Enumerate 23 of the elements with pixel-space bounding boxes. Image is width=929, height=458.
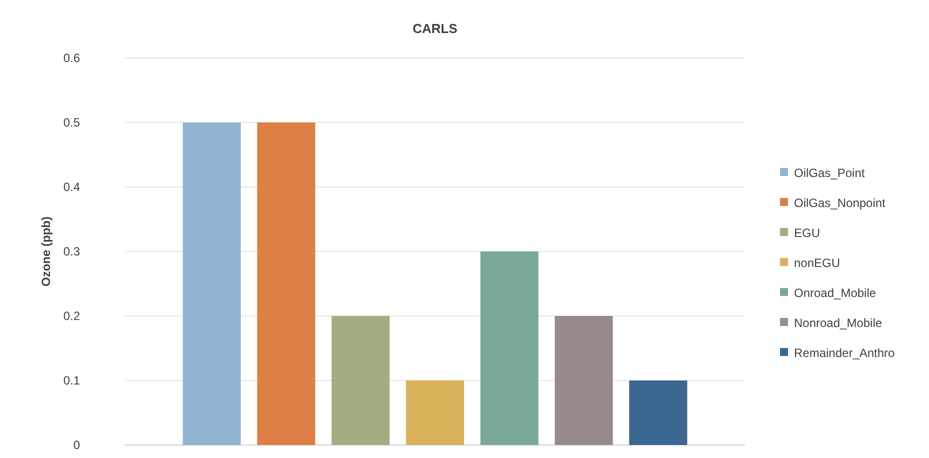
y-tick-label: 0.2 bbox=[63, 309, 80, 324]
y-axis-title: Ozone (ppb) bbox=[39, 216, 53, 286]
bar bbox=[332, 316, 390, 445]
y-tick-label: 0.1 bbox=[63, 374, 80, 388]
legend-label: EGU bbox=[794, 226, 820, 240]
y-tick-label: 0.6 bbox=[63, 51, 80, 66]
bar bbox=[406, 380, 464, 445]
y-tick-label: 0.3 bbox=[63, 244, 80, 259]
bar bbox=[480, 252, 538, 445]
y-tick-label: 0.4 bbox=[63, 180, 80, 194]
legend-label: OilGas_Point bbox=[794, 166, 866, 180]
legend-label: Onroad_Mobile bbox=[794, 286, 876, 300]
legend-label: Nonroad_Mobile bbox=[794, 316, 882, 330]
legend-label: Remainder_Anthro bbox=[794, 346, 896, 360]
bar bbox=[629, 380, 688, 445]
legend-label: OilGas_Nonpoint bbox=[794, 196, 886, 210]
bar bbox=[182, 122, 241, 445]
legend-label: nonEGU bbox=[794, 256, 840, 270]
bar bbox=[554, 316, 613, 445]
y-tick-label: 0 bbox=[73, 438, 80, 452]
bar bbox=[257, 122, 316, 445]
chart-title: CARLS bbox=[412, 21, 458, 36]
y-tick-label: 0.5 bbox=[63, 116, 80, 130]
